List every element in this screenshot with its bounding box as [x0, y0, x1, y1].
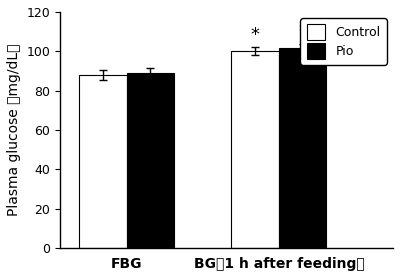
Bar	[279, 48, 326, 248]
Y-axis label: Plasma glucose （mg/dL）: Plasma glucose （mg/dL）	[7, 44, 21, 216]
Bar	[127, 73, 174, 248]
Legend: Control, Pio: Control, Pio	[300, 18, 387, 65]
Bar	[79, 75, 127, 248]
Text: *: *	[251, 26, 260, 44]
Bar	[231, 51, 279, 248]
Text: *: *	[298, 23, 307, 41]
